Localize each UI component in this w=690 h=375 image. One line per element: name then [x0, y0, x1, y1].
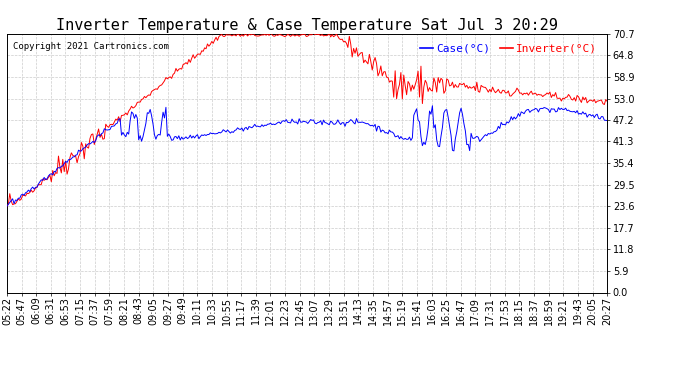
Title: Inverter Temperature & Case Temperature Sat Jul 3 20:29: Inverter Temperature & Case Temperature … — [56, 18, 558, 33]
Text: Copyright 2021 Cartronics.com: Copyright 2021 Cartronics.com — [13, 42, 169, 51]
Legend: Case(°C), Inverter(°C): Case(°C), Inverter(°C) — [415, 39, 602, 58]
